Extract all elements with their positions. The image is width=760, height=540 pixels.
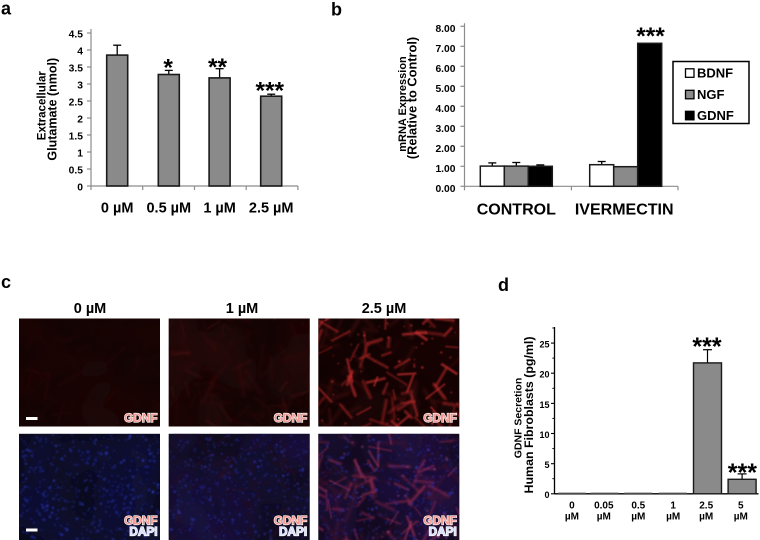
svg-text:DAPI: DAPI [279, 525, 307, 539]
svg-text:0.00: 0.00 [435, 184, 455, 195]
svg-text:Extracellular: Extracellular [37, 71, 49, 141]
svg-text:2.5: 2.5 [69, 98, 84, 109]
svg-text:Human Fibroblasts (pg/ml): Human Fibroblasts (pg/ml) [522, 337, 536, 494]
svg-text:***: *** [728, 459, 757, 487]
svg-text:d: d [498, 275, 509, 295]
svg-text:µM: µM [699, 512, 713, 523]
svg-text:0.5 µM: 0.5 µM [146, 200, 191, 216]
svg-text:1.5: 1.5 [69, 132, 84, 143]
svg-text:1: 1 [77, 149, 83, 160]
svg-text:0.5: 0.5 [631, 501, 645, 512]
svg-text:DAPI: DAPI [129, 525, 157, 539]
svg-text:a: a [1, 0, 12, 19]
svg-text:15: 15 [539, 400, 549, 410]
svg-text:GDNF: GDNF [423, 513, 456, 527]
svg-text:GDNF: GDNF [274, 513, 307, 527]
svg-text:3.00: 3.00 [435, 124, 455, 135]
svg-text:c: c [1, 272, 11, 292]
svg-text:1: 1 [670, 501, 676, 512]
svg-text:20: 20 [539, 370, 549, 380]
svg-text:GDNF: GDNF [697, 108, 734, 123]
svg-text:**: ** [208, 54, 228, 81]
svg-text:2: 2 [77, 115, 83, 126]
svg-text:GDNF: GDNF [423, 411, 456, 425]
svg-text:µM: µM [666, 512, 680, 523]
svg-text:25: 25 [539, 339, 549, 349]
svg-text:10: 10 [539, 430, 549, 440]
svg-text:***: *** [692, 333, 721, 361]
svg-text:1 µM: 1 µM [226, 301, 259, 317]
svg-text:2.5 µM: 2.5 µM [362, 301, 407, 317]
svg-text:***: *** [636, 23, 665, 50]
svg-text:GDNF: GDNF [124, 513, 157, 527]
svg-text:7.00: 7.00 [435, 44, 455, 55]
svg-text:4: 4 [77, 47, 83, 58]
svg-text:0: 0 [569, 501, 575, 512]
svg-text:6.00: 6.00 [435, 64, 455, 75]
svg-text:µM: µM [631, 512, 645, 523]
svg-text:4.00: 4.00 [435, 104, 455, 115]
svg-text:0.05: 0.05 [594, 501, 614, 512]
svg-text:GDNF: GDNF [274, 411, 307, 425]
svg-text:NGF: NGF [697, 87, 725, 102]
svg-text:DAPI: DAPI [429, 525, 457, 539]
svg-text:µM: µM [734, 512, 748, 523]
svg-text:IVERMECTIN: IVERMECTIN [575, 202, 674, 219]
svg-text:BDNF: BDNF [697, 66, 733, 81]
svg-text:3.5: 3.5 [69, 64, 84, 75]
svg-text:1 µM: 1 µM [203, 200, 236, 216]
svg-text:8.00: 8.00 [435, 24, 455, 35]
svg-text:5: 5 [544, 460, 549, 470]
svg-text:CONTROL: CONTROL [477, 202, 556, 219]
svg-text:3: 3 [77, 81, 83, 92]
svg-text:1.00: 1.00 [435, 164, 455, 175]
svg-text:0.5: 0.5 [69, 166, 84, 177]
svg-text:mRNA Expression: mRNA Expression [397, 56, 409, 152]
svg-text:5: 5 [738, 501, 744, 512]
svg-text:0: 0 [77, 183, 83, 194]
svg-text:2.5 µM: 2.5 µM [249, 200, 294, 216]
svg-text:0 µM: 0 µM [101, 200, 134, 216]
svg-text:0 µM: 0 µM [74, 301, 107, 317]
svg-text:2.5: 2.5 [699, 501, 713, 512]
svg-text:GDNF: GDNF [124, 411, 157, 425]
svg-text:GDNF Secretion: GDNF Secretion [513, 378, 525, 459]
svg-text:2.00: 2.00 [435, 144, 455, 155]
svg-text:5.00: 5.00 [435, 84, 455, 95]
svg-text:µM: µM [565, 512, 579, 523]
svg-text:*: * [163, 54, 173, 81]
svg-text:b: b [331, 0, 342, 20]
svg-text:Glutamate (nmol): Glutamate (nmol) [46, 58, 60, 161]
svg-text:***: *** [255, 77, 284, 104]
svg-text:(Relative to Control): (Relative to Control) [405, 37, 420, 159]
svg-text:0: 0 [544, 490, 549, 500]
svg-text:µM: µM [597, 512, 611, 523]
svg-text:4.5: 4.5 [69, 30, 84, 41]
